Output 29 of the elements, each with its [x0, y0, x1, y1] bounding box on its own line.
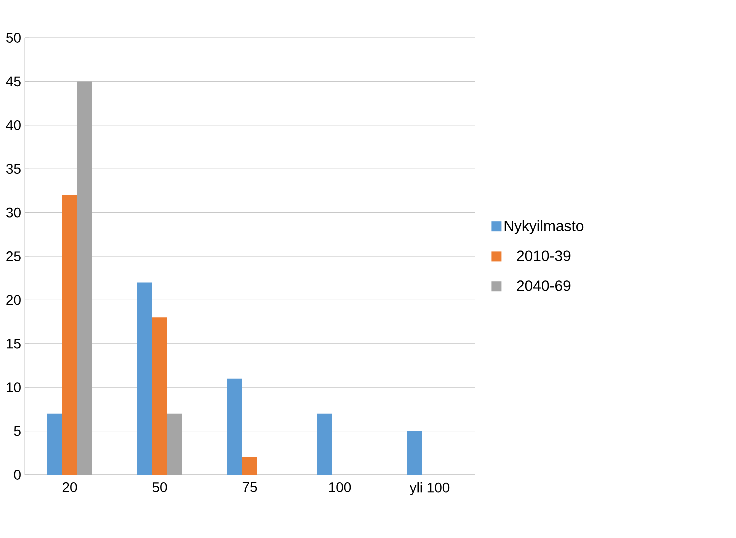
- bar: [78, 82, 92, 475]
- legend-label: 2040-69: [517, 280, 571, 292]
- y-tick-label: 25: [6, 252, 21, 262]
- y-tick-label: 45: [6, 76, 21, 87]
- bar: [62, 195, 78, 475]
- bar: [168, 414, 182, 475]
- y-tick-label: 50: [6, 33, 21, 43]
- bar: [228, 378, 242, 475]
- bar: [242, 458, 258, 475]
- bar: [138, 282, 152, 475]
- legend-label: 2010-39: [517, 250, 571, 262]
- bar: [318, 414, 332, 475]
- x-tick-label: 50: [152, 482, 168, 492]
- y-tick-label: 40: [6, 120, 21, 130]
- bar: [48, 414, 62, 475]
- x-tick-label: yli 100: [410, 482, 450, 496]
- bar: [152, 318, 168, 475]
- y-tick-label: 30: [6, 208, 21, 218]
- y-tick-label: 10: [7, 382, 21, 393]
- y-tick-label: 20: [6, 295, 21, 306]
- y-tick-label: 5: [14, 426, 21, 436]
- x-tick-label: 75: [242, 482, 258, 492]
- x-tick-label: 100: [329, 482, 352, 492]
- y-tick-label: 15: [7, 339, 21, 349]
- y-tick-label: 0: [14, 470, 21, 480]
- y-tick-label: 35: [6, 164, 21, 174]
- legend-label: Nykyilmasto: [504, 220, 584, 234]
- bar: [408, 431, 422, 475]
- x-tick-label: 20: [62, 482, 78, 492]
